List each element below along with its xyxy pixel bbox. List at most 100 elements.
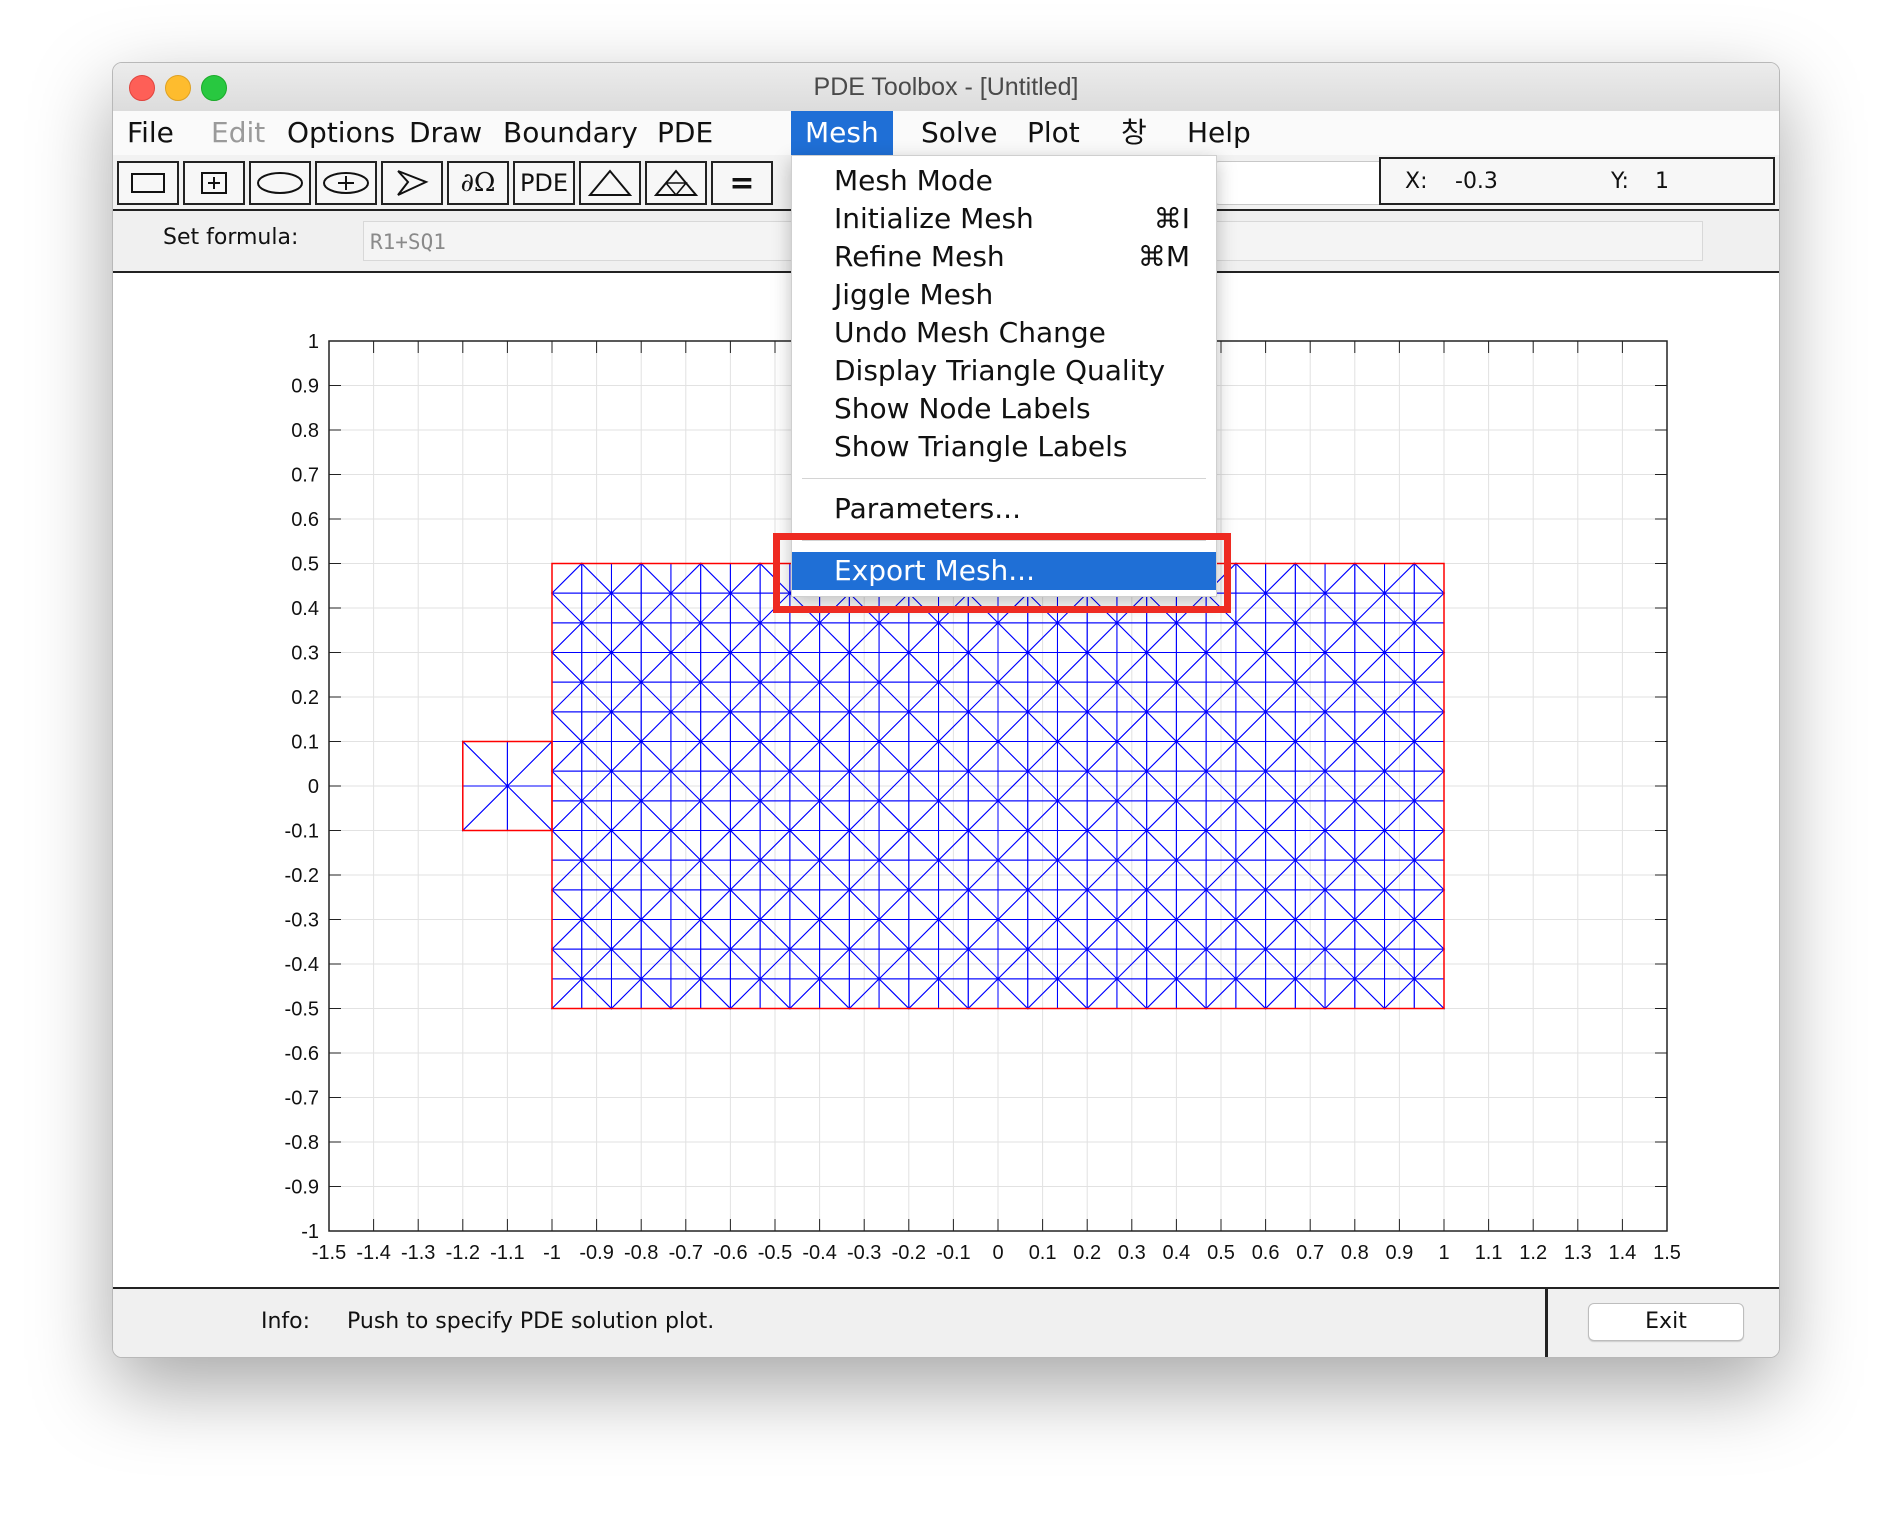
mesh-triangle [610,889,642,921]
pde-spec-button[interactable]: PDE [513,161,575,205]
mesh-triangle [1353,563,1386,595]
mesh-triangle [997,830,1029,862]
pde-spec-label: PDE [519,169,569,197]
menu-plot[interactable]: Plot [1027,116,1080,149]
centered-rectangle-tool-button[interactable] [183,161,245,205]
menu-item-initialize-mesh[interactable]: Initialize Mesh ⌘I [834,202,1190,235]
menu-draw[interactable]: Draw [409,116,483,149]
boundary-mode-icon: ∂Ω [460,168,496,198]
mesh-triangle [699,563,731,595]
mesh-triangle [639,919,672,951]
y-tick-label: -0.6 [285,1043,319,1065]
menu-window[interactable]: 창 [1121,116,1147,149]
centered-ellipse-tool-button[interactable] [315,161,377,205]
mesh-triangle [462,785,509,832]
x-tick-label: -0.1 [936,1242,970,1264]
mesh-triangle [1324,978,1357,1010]
polygon-tool-button[interactable] [381,161,443,205]
mesh-triangle [551,741,583,773]
mesh-triangle [788,889,821,921]
menu-item-export-mesh[interactable]: Export Mesh... [792,552,1216,590]
menu-edit[interactable]: Edit [211,116,266,149]
mesh-triangle [967,889,999,921]
mesh-triangle [550,652,583,684]
menu-mesh[interactable]: Mesh [791,111,893,155]
mesh-triangle [818,978,850,1010]
init-mesh-icon [587,169,633,196]
mesh-triangle [967,652,999,684]
mesh-triangle [729,830,761,862]
mesh-triangle [789,800,821,832]
mesh-triangle [639,978,672,1010]
mesh-triangle [1175,741,1207,773]
mesh-triangle [1354,889,1386,921]
mesh-triangle [1235,830,1267,862]
mesh-triangle [506,741,554,788]
exit-button[interactable]: Exit [1588,1303,1744,1341]
centered-rectangle-tool-icon [201,172,227,194]
x-coord-label: X: [1405,169,1428,194]
mesh-triangle [788,830,821,862]
menu-pde[interactable]: PDE [657,116,714,149]
mesh-triangle [1234,800,1267,832]
mesh-triangle [1413,889,1446,921]
mesh-triangle [967,741,1000,773]
menu-item-show-node-labels[interactable]: Show Node Labels [834,392,1091,425]
menu-file[interactable]: File [127,116,174,149]
mesh-triangle [819,652,851,684]
menu-item-show-triangle-labels[interactable]: Show Triangle Labels [834,430,1128,463]
mesh-triangle [729,711,761,743]
mesh-triangle [610,622,643,654]
mesh-triangle [699,919,731,951]
menu-item-mesh-mode[interactable]: Mesh Mode [834,164,993,197]
mesh-triangle [1353,919,1386,951]
mesh-triangle [610,652,642,684]
mesh-triangle [1264,889,1296,921]
mesh-triangle [699,978,731,1010]
mesh-triangle [818,800,850,832]
zoom-window-icon[interactable] [201,75,227,101]
mesh-triangle [551,622,583,654]
mesh-triangle [1175,622,1207,654]
ellipse-tool-button[interactable] [249,161,311,205]
rectangle-tool-button[interactable] [117,161,179,205]
menu-item-refine-mesh[interactable]: Refine Mesh ⌘M [834,240,1190,273]
boundary-mode-button[interactable]: ∂Ω [447,161,509,205]
mesh-triangle [1264,830,1296,862]
mesh-triangle [997,889,1029,921]
mesh-triangle [1086,622,1119,654]
minimize-window-icon[interactable] [165,75,191,101]
mesh-triangle [1354,652,1386,684]
mesh-triangle [967,622,1000,654]
mesh-triangle [551,978,583,1010]
mesh-triangle [788,652,821,684]
mesh-triangle [1234,622,1267,654]
mesh-triangle [1323,889,1356,921]
menu-item-undo-mesh-change[interactable]: Undo Mesh Change [834,316,1106,349]
menu-item-parameters[interactable]: Parameters... [834,492,1021,525]
y-tick-label: -0.5 [285,999,319,1021]
x-tick-label: -1.3 [401,1242,435,1264]
mesh-triangle [877,919,910,951]
menu-separator [802,540,1206,541]
solve-button[interactable]: = [711,161,773,205]
x-tick-label: 0.7 [1296,1242,1324,1264]
init-mesh-button[interactable] [579,161,641,205]
mesh-triangle [729,889,761,921]
refine-mesh-button[interactable] [645,161,707,205]
menu-item-jiggle-mesh[interactable]: Jiggle Mesh [834,278,994,311]
menu-boundary[interactable]: Boundary [503,116,638,149]
mesh-triangle [1085,889,1118,921]
menu-solve[interactable]: Solve [921,116,998,149]
x-tick-label: -1.4 [356,1242,390,1264]
mesh-triangle [1175,919,1207,951]
mesh-triangle [729,741,762,773]
mesh-triangle [1175,889,1208,921]
menu-options[interactable]: Options [287,116,396,149]
close-window-icon[interactable] [129,75,155,101]
mesh-triangle [1056,830,1089,862]
menu-help[interactable]: Help [1187,116,1251,149]
mesh-triangle [1086,978,1119,1010]
x-tick-label: 0.1 [1029,1242,1057,1264]
menu-item-display-triangle-quality[interactable]: Display Triangle Quality [834,354,1166,387]
